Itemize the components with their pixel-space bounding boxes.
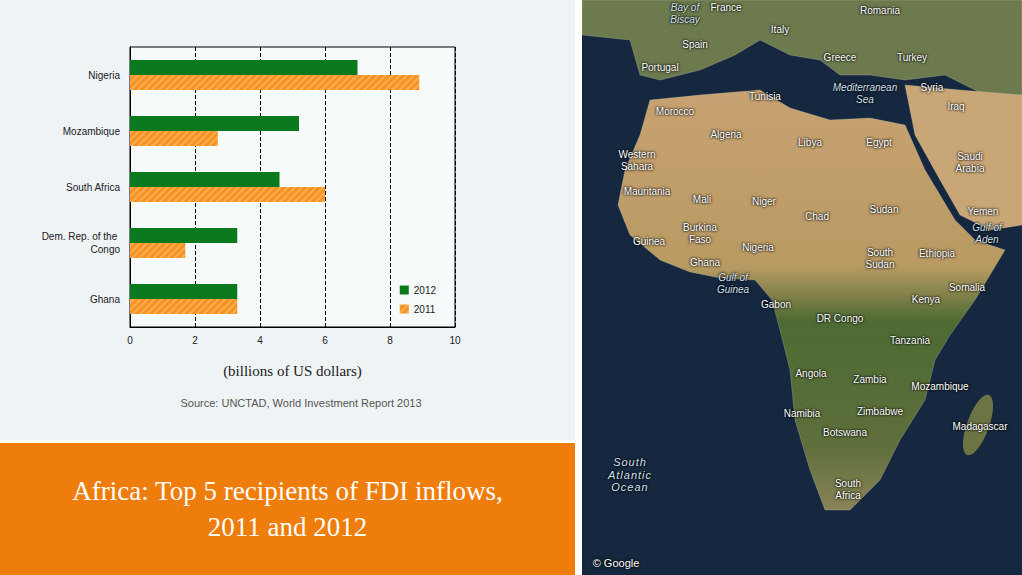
svg-text:Dem. Rep. of the: Dem. Rep. of the (42, 231, 120, 242)
html-text:Greece: Greece (823, 52, 857, 64)
svg-text:(billions of US dollars): (billions of US dollars) (223, 363, 362, 380)
html-text:Chad: Chad (805, 211, 829, 223)
html-text:Botswana: Botswana (823, 427, 867, 439)
svg-text:2011: 2011 (414, 304, 436, 315)
svg-text:2012: 2012 (414, 285, 437, 296)
svg-text:2: 2 (192, 335, 198, 346)
svg-text:8: 8 (387, 335, 393, 346)
html-text:Mediterranean Sea: Mediterranean Sea (832, 81, 898, 104)
html-text:Namibia: Namibia (783, 408, 821, 420)
html-text:South Atlantic Ocean: South Atlantic Ocean (608, 456, 652, 494)
html-text:Nigeria: Nigeria (742, 242, 774, 254)
html-text:Tunisia: Tunisia (749, 91, 781, 103)
html-text:Portugal: Portugal (641, 62, 679, 74)
html-text:© Google: © Google (592, 556, 640, 569)
svg-text:Ghana: Ghana (90, 294, 120, 305)
html-text:Italy: Italy (770, 24, 790, 36)
html-text:South Africa: South Africa (834, 477, 862, 500)
html-text:Romania: Romania (860, 5, 900, 17)
html-text:Angola: Angola (795, 368, 827, 380)
html-text:Spain: Spain (682, 39, 708, 51)
html-text:Zambia: Zambia (853, 374, 887, 386)
html-text:Gulf of Aden: Gulf of Aden (972, 221, 1002, 244)
html-text:Somalia: Somalia (948, 282, 986, 294)
html-text:Burkina Faso: Burkina Faso (683, 221, 717, 244)
html-text:Tanzania: Tanzania (890, 335, 930, 347)
svg-text:Source: UNCTAD, World Investme: Source: UNCTAD, World Investment Report … (181, 397, 422, 409)
svg-text:Congo: Congo (91, 244, 121, 255)
html-text:Sudan: Sudan (869, 204, 899, 216)
svg-text:4: 4 (257, 335, 263, 346)
html-text:Mozambique: Mozambique (911, 381, 969, 393)
html-text:DR Congo: DR Congo (816, 313, 864, 325)
html-text:Bay of Biscay: Bay of Biscay (670, 1, 700, 24)
html-text:Niger: Niger (752, 196, 776, 208)
html-text:Libya: Libya (798, 137, 822, 149)
html-text:France: France (710, 2, 742, 14)
html-text:Mali: Mali (692, 194, 712, 206)
html-text:Madagascar: Madagascar (952, 421, 1008, 433)
html-text:Guinea: Guinea (632, 236, 666, 248)
html-text:Africa: Top 5 recipients of FD: Africa: Top 5 recipients of FDI inflows,… (72, 475, 503, 542)
html-text:Yemen: Yemen (967, 206, 999, 218)
html-text:Gulf of Guinea: Gulf of Guinea (716, 271, 750, 294)
svg-text:South Africa: South Africa (66, 182, 120, 193)
html-text:Western Sahara: Western Sahara (618, 148, 656, 171)
html-text:Egypt: Egypt (866, 137, 892, 149)
svg-text:Mozambique: Mozambique (63, 126, 121, 137)
html-text:Kenya: Kenya (911, 294, 941, 306)
html-text:South Sudan: South Sudan (865, 246, 895, 269)
html-text:Syria: Syria (920, 82, 944, 94)
html-text:Iraq: Iraq (947, 101, 965, 113)
html-text:Mauritania: Mauritania (623, 186, 671, 198)
svg-text:6: 6 (322, 335, 328, 346)
svg-text:Nigeria: Nigeria (88, 70, 120, 81)
svg-text:10: 10 (449, 335, 461, 346)
html-text:Turkey: Turkey (896, 52, 928, 64)
html-text:Ghana: Ghana (690, 257, 720, 269)
html-text:Saudi Arabia: Saudi Arabia (955, 150, 985, 173)
html-text:Ethiopia: Ethiopia (918, 248, 956, 260)
html-text:Algeria: Algeria (710, 129, 742, 141)
html-text:Gabon: Gabon (761, 299, 791, 311)
svg-text:0: 0 (127, 335, 133, 346)
html-text:Zimbabwe: Zimbabwe (856, 406, 904, 418)
html-text:Morocco: Morocco (655, 106, 695, 118)
